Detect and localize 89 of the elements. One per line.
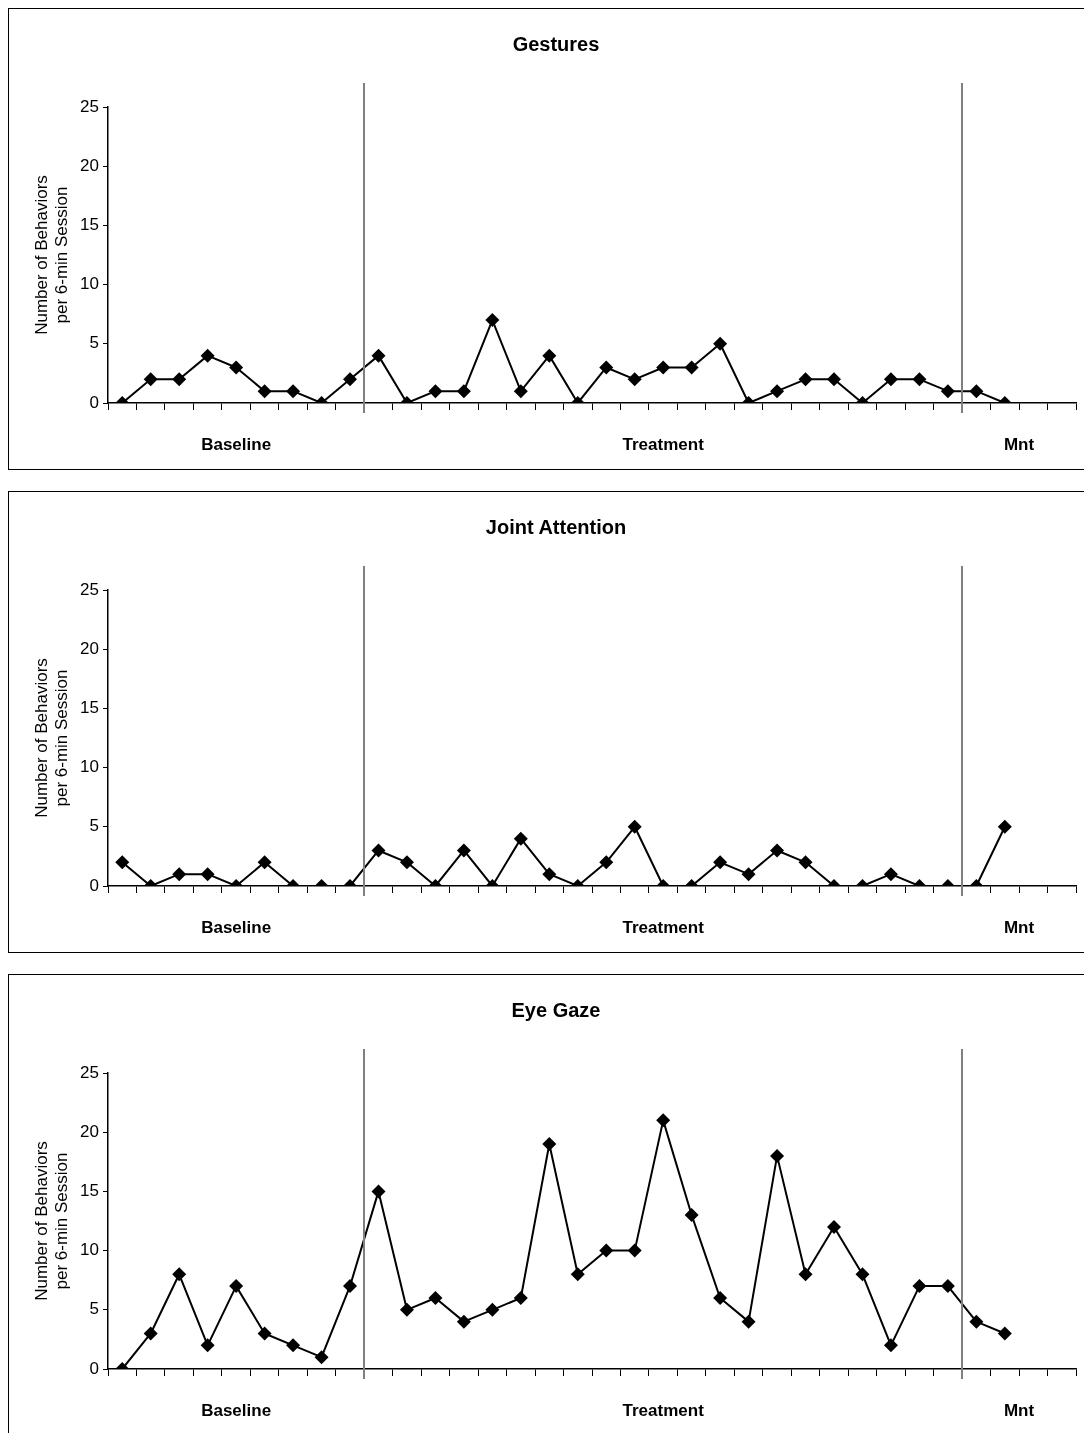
point bbox=[371, 1184, 386, 1199]
point bbox=[969, 384, 984, 399]
y-tick-label: 0 bbox=[89, 1358, 100, 1378]
point bbox=[741, 1314, 756, 1329]
point bbox=[456, 1314, 471, 1329]
point bbox=[770, 1148, 785, 1163]
point bbox=[656, 1113, 671, 1128]
point bbox=[599, 360, 614, 375]
point bbox=[542, 348, 557, 363]
chart-title: Gestures bbox=[512, 32, 600, 55]
point bbox=[172, 372, 187, 387]
y-tick-label: 25 bbox=[80, 579, 100, 599]
point bbox=[513, 384, 528, 399]
point bbox=[542, 1137, 557, 1152]
y-axis-title: Number of Behaviors per 6-min Session bbox=[32, 658, 72, 818]
chart-title: Joint Attention bbox=[485, 515, 627, 538]
y-tick-label: 20 bbox=[80, 1121, 100, 1141]
text: Baseline bbox=[201, 434, 272, 454]
y-tick-label: 0 bbox=[89, 875, 100, 895]
point bbox=[229, 1279, 244, 1294]
point bbox=[827, 1219, 841, 1234]
point bbox=[143, 372, 158, 387]
point bbox=[286, 384, 301, 399]
text: Treatment bbox=[622, 1400, 705, 1420]
point bbox=[627, 372, 642, 387]
point bbox=[428, 1290, 443, 1305]
point bbox=[257, 1326, 272, 1341]
point bbox=[940, 384, 955, 399]
y-tick-label: 10 bbox=[80, 757, 100, 777]
text: Mnt bbox=[1003, 917, 1035, 937]
point bbox=[200, 1338, 215, 1353]
y-tick-label: 20 bbox=[80, 155, 100, 175]
point bbox=[456, 384, 471, 399]
point bbox=[257, 384, 272, 399]
point bbox=[940, 1279, 955, 1294]
point bbox=[883, 1338, 898, 1353]
point bbox=[827, 372, 841, 387]
point bbox=[883, 372, 898, 387]
text: Treatment bbox=[622, 434, 705, 454]
point bbox=[485, 1302, 500, 1317]
y-tick-label: 0 bbox=[89, 392, 100, 412]
y-tick-label: 20 bbox=[80, 638, 100, 658]
y-axis-title: Number of Behaviors per 6-min Session bbox=[32, 175, 72, 335]
point bbox=[343, 372, 358, 387]
point bbox=[684, 360, 699, 375]
point bbox=[143, 1326, 158, 1341]
point bbox=[855, 1267, 870, 1282]
text: Baseline bbox=[201, 1400, 272, 1420]
y-tick-label: 25 bbox=[80, 1062, 100, 1082]
point bbox=[485, 313, 500, 328]
text: Mnt bbox=[1003, 1400, 1035, 1420]
point bbox=[570, 1267, 585, 1282]
point bbox=[912, 1279, 927, 1294]
point bbox=[713, 336, 728, 351]
point bbox=[798, 372, 813, 387]
point bbox=[713, 1290, 728, 1305]
point bbox=[314, 1350, 329, 1365]
point bbox=[997, 1326, 1012, 1341]
point bbox=[599, 1243, 614, 1258]
y-tick-label: 15 bbox=[80, 1181, 100, 1201]
point bbox=[200, 348, 215, 363]
y-tick-label: 5 bbox=[89, 333, 100, 353]
text: Mnt bbox=[1003, 434, 1035, 454]
y-tick-label: 25 bbox=[80, 96, 100, 116]
point bbox=[969, 1314, 984, 1329]
point bbox=[399, 1302, 414, 1317]
point bbox=[371, 348, 386, 363]
point bbox=[684, 1208, 699, 1223]
point bbox=[286, 1338, 301, 1353]
point bbox=[513, 1290, 528, 1305]
point bbox=[428, 384, 443, 399]
point bbox=[343, 1279, 358, 1294]
y-tick-label: 5 bbox=[89, 1299, 100, 1319]
point bbox=[172, 1267, 187, 1282]
y-tick-label: 15 bbox=[80, 698, 100, 718]
y-tick-label: 10 bbox=[80, 1240, 100, 1260]
point bbox=[912, 372, 927, 387]
text: Baseline bbox=[201, 917, 272, 937]
point bbox=[656, 360, 671, 375]
point bbox=[229, 360, 244, 375]
y-axis-title: Number of Behaviors per 6-min Session bbox=[32, 1141, 72, 1301]
text: Treatment bbox=[622, 917, 705, 937]
point bbox=[770, 384, 785, 399]
chart-title: Eye Gaze bbox=[511, 998, 601, 1021]
y-tick-label: 15 bbox=[80, 215, 100, 235]
y-tick-label: 5 bbox=[89, 816, 100, 836]
y-tick-label: 10 bbox=[80, 274, 100, 294]
point bbox=[627, 1243, 642, 1258]
point bbox=[798, 1267, 813, 1282]
